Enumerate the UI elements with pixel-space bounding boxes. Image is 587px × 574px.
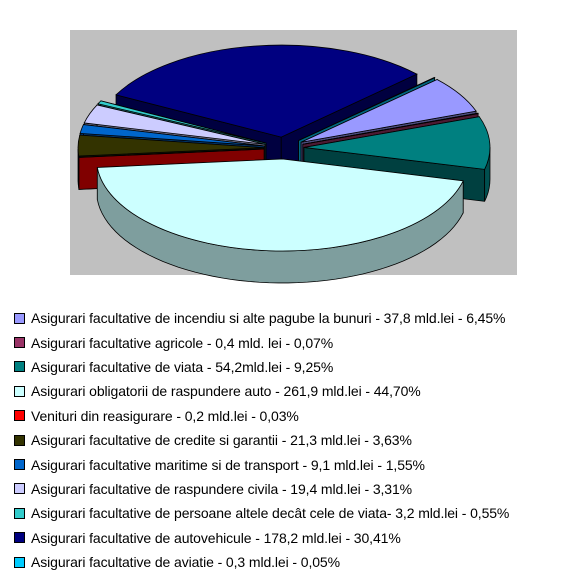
legend-swatch <box>14 556 25 568</box>
legend-item: Asigurari facultative de credite si gara… <box>14 428 509 452</box>
legend-swatch <box>14 385 25 397</box>
legend-swatch <box>14 434 25 446</box>
legend-label: Asigurari facultative agricole - 0,4 mld… <box>31 334 334 351</box>
legend-item: Asigurari facultative de aviatie - 0,3 m… <box>14 550 509 574</box>
legend-swatch <box>14 507 25 519</box>
legend-label: Asigurari facultative de autovehicule - … <box>31 529 401 546</box>
legend-label: Asigurari facultative de aviatie - 0,3 m… <box>31 554 340 571</box>
legend-item: Asigurari facultative agricole - 0,4 mld… <box>14 330 509 354</box>
pie-slice <box>79 124 265 147</box>
legend-item: Asigurari facultative de persoane altele… <box>14 501 509 525</box>
pie-slice <box>115 44 418 138</box>
legend-item: Asigurari facultative maritime si de tra… <box>14 452 509 476</box>
legend-label: Asigurari facultative de incendiu si alt… <box>31 310 506 327</box>
pie-slice <box>78 148 265 158</box>
pie-slice <box>97 100 267 144</box>
legend-item: Asigurari facultative de raspundere civi… <box>14 477 509 501</box>
pie-slice <box>298 77 436 141</box>
legend-swatch <box>14 410 25 422</box>
legend-item: Asigurari facultative de autovehicule - … <box>14 526 509 550</box>
legend-swatch <box>14 312 25 324</box>
legend-swatch <box>14 532 25 544</box>
legend-label: Asigurari facultative de persoane altele… <box>31 505 510 522</box>
legend-swatch <box>14 361 25 373</box>
legend-swatch <box>14 483 25 495</box>
legend-label: Asigurari obligatorii de raspundere auto… <box>31 383 421 400</box>
pie-slice <box>96 158 464 252</box>
legend: Asigurari facultative de incendiu si alt… <box>14 306 509 574</box>
legend-item: Venituri din reasigurare - 0,2 mld.lei -… <box>14 404 509 428</box>
legend-label: Asigurari facultative maritime si de tra… <box>31 456 425 473</box>
pie-slice <box>303 116 491 170</box>
legend-item: Asigurari obligatorii de raspundere auto… <box>14 379 509 403</box>
pie-slice <box>77 134 265 157</box>
pie-slice <box>300 79 477 143</box>
legend-label: Venituri din reasigurare - 0,2 mld.lei -… <box>31 407 299 424</box>
legend-item: Asigurari facultative de incendiu si alt… <box>14 306 509 330</box>
legend-swatch <box>14 337 25 349</box>
legend-label: Asigurari facultative de viata - 54,2mld… <box>31 358 334 375</box>
pie-slice <box>302 112 479 145</box>
legend-swatch <box>14 459 25 471</box>
legend-label: Asigurari facultative de raspundere civi… <box>31 480 413 497</box>
pie-slice <box>83 104 266 145</box>
pie-chart <box>77 44 491 284</box>
legend-label: Asigurari facultative de credite si gara… <box>31 432 412 449</box>
legend-item: Asigurari facultative de viata - 54,2mld… <box>14 355 509 379</box>
